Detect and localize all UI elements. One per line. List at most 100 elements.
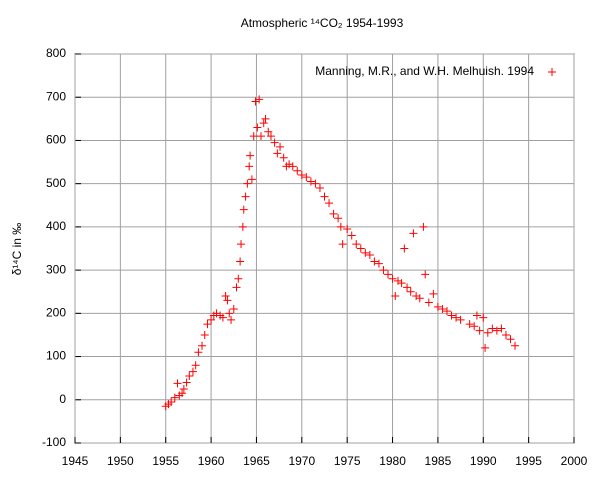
- data-point: [229, 305, 238, 314]
- data-point: [442, 307, 451, 316]
- data-point: [465, 320, 474, 329]
- data-point: [429, 289, 438, 298]
- data-point: [397, 279, 406, 288]
- data-point: [511, 341, 520, 350]
- data-point: [400, 244, 409, 253]
- data-point: [243, 179, 252, 188]
- data-point: [361, 248, 370, 257]
- data-point: [403, 283, 412, 292]
- data-point: [497, 324, 506, 333]
- data-point: [188, 367, 197, 376]
- data-point: [255, 95, 264, 104]
- x-tick-label: 1950: [107, 454, 134, 468]
- data-point: [245, 162, 254, 171]
- data-point: [218, 313, 227, 322]
- data-point: [256, 132, 265, 141]
- y-tick-label: 200: [46, 306, 66, 320]
- x-tick-label: 1985: [425, 454, 452, 468]
- data-point: [264, 127, 273, 136]
- data-point: [167, 397, 176, 406]
- data-point: [374, 259, 383, 268]
- data-point: [178, 389, 187, 398]
- data-point: [492, 326, 501, 335]
- data-point: [203, 320, 212, 329]
- x-tick-label: 1955: [152, 454, 179, 468]
- data-point: [475, 326, 484, 335]
- data-point: [251, 97, 260, 106]
- data-point: [343, 225, 352, 234]
- data-point: [221, 292, 230, 301]
- data-point: [501, 330, 510, 339]
- data-point: [247, 175, 256, 184]
- data-point: [293, 166, 302, 175]
- data-point: [365, 250, 374, 259]
- data-point: [481, 343, 490, 352]
- data-point: [438, 305, 447, 314]
- data-point: [270, 138, 279, 147]
- data-point: [212, 309, 221, 318]
- data-point: [279, 153, 288, 162]
- data-point: [415, 294, 424, 303]
- data-point: [320, 192, 329, 201]
- data-point: [452, 313, 461, 322]
- plot-frame: [74, 53, 575, 444]
- data-point: [266, 132, 275, 141]
- data-point: [297, 171, 306, 180]
- y-tick-label: 800: [46, 46, 66, 60]
- data-point: [406, 287, 415, 296]
- data-point: [412, 292, 421, 301]
- data-point: [347, 231, 356, 240]
- data-point: [447, 311, 456, 320]
- data-point: [179, 384, 188, 393]
- data-point: [388, 274, 397, 283]
- data-point: [223, 296, 232, 305]
- data-point: [421, 270, 430, 279]
- data-point: [409, 229, 418, 238]
- data-point: [246, 151, 255, 160]
- data-point: [356, 244, 365, 253]
- data-point: [472, 311, 481, 320]
- data-point: [273, 149, 282, 158]
- data-point: [239, 205, 248, 214]
- data-point: [207, 315, 216, 324]
- data-point: [336, 222, 345, 231]
- data-point: [506, 335, 515, 344]
- data-point: [288, 162, 297, 171]
- data-point: [276, 142, 285, 151]
- data-point: [173, 379, 182, 388]
- data-point: [198, 341, 207, 350]
- data-point: [379, 266, 388, 275]
- data-point: [433, 302, 442, 311]
- data-point: [352, 240, 361, 249]
- y-tick-label: 600: [46, 133, 66, 147]
- x-tick-label: 1990: [470, 454, 497, 468]
- data-point: [483, 328, 492, 337]
- data-point: [194, 348, 203, 357]
- data-point: [488, 324, 497, 333]
- data-point: [227, 315, 236, 324]
- y-tick-label: 100: [46, 349, 66, 363]
- y-tick-label: -100: [42, 435, 66, 449]
- data-point: [456, 315, 465, 324]
- data-point: [259, 119, 268, 128]
- chart-title: Atmospheric ¹⁴CO₂ 1954-1993: [241, 16, 404, 30]
- x-tick-label: 1945: [62, 454, 89, 468]
- data-point: [236, 257, 245, 266]
- data-point: [470, 322, 479, 331]
- data-point: [311, 179, 320, 188]
- data-point: [479, 313, 488, 322]
- data-point: [391, 292, 400, 301]
- data-point: [306, 177, 315, 186]
- data-point: [191, 361, 200, 370]
- x-tick-label: 1975: [334, 454, 361, 468]
- data-point: [234, 274, 243, 283]
- y-tick-label: 300: [46, 262, 66, 276]
- data-point: [325, 199, 334, 208]
- data-point: [302, 173, 311, 182]
- data-point: [315, 183, 324, 192]
- data-point: [238, 222, 247, 231]
- y-tick-label: 400: [46, 219, 66, 233]
- x-tick-label: 1960: [198, 454, 225, 468]
- data-point: [241, 192, 250, 201]
